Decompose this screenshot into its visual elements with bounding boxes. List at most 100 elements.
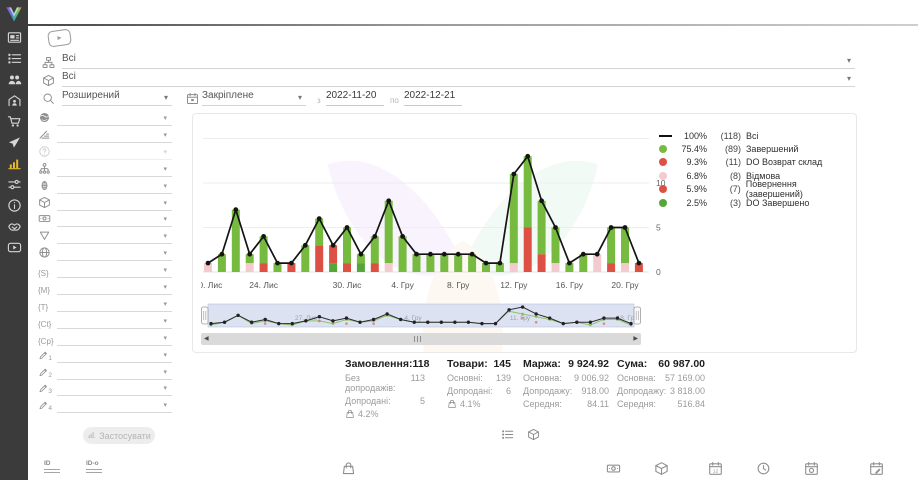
bar-segment[interactable]	[204, 263, 212, 272]
bar-segment[interactable]	[231, 209, 240, 272]
line-point[interactable]	[580, 251, 586, 257]
sidebar-item-sales[interactable]	[7, 114, 22, 129]
utm-campaign-filter-select[interactable]: ▾	[57, 331, 172, 346]
line-point[interactable]	[386, 198, 392, 204]
line-point[interactable]	[636, 260, 642, 266]
sidebar-item-team[interactable]	[7, 93, 22, 108]
legend-item[interactable]: 75.4% (89) Завершений	[659, 142, 856, 155]
external-id-column-icon[interactable]: ID-o	[86, 460, 102, 477]
bar-segment[interactable]	[509, 174, 518, 264]
line-point[interactable]	[358, 251, 364, 257]
bar-segment[interactable]	[301, 245, 310, 272]
sidebar-item-marketing[interactable]	[7, 135, 22, 150]
legend-item[interactable]: 100% (118) Всі	[659, 129, 856, 142]
line-point[interactable]	[261, 234, 266, 239]
line-point[interactable]	[205, 260, 211, 266]
legend-item[interactable]: 6.8% (8) Відмова	[659, 169, 856, 182]
line-point[interactable]	[428, 251, 433, 257]
bar-segment[interactable]	[315, 245, 324, 272]
structure-filter-select[interactable]: ▾	[57, 162, 172, 177]
legend-item[interactable]: 5.9% (7) Повернення (завершений)	[659, 179, 856, 199]
line-point[interactable]	[622, 225, 628, 230]
manager-filter-select[interactable]: ▾	[57, 179, 172, 194]
period-mode-select[interactable]: Закріплене ▾	[202, 90, 306, 106]
source-filter-select[interactable]: Всі ▾	[62, 53, 855, 69]
product-filter-select[interactable]: ▾	[57, 196, 172, 211]
bar-segment[interactable]	[607, 263, 616, 272]
product-filter-select[interactable]: Всі ▾	[62, 71, 855, 87]
line-point[interactable]	[608, 225, 614, 230]
sidebar-item-video-lessons[interactable]	[7, 240, 22, 255]
sidebar-item-dashboard[interactable]	[7, 30, 22, 45]
web-source-filter-select[interactable]: ▾	[57, 246, 172, 262]
bar-segment[interactable]	[537, 254, 546, 272]
custom-field-4-filter-select[interactable]: ▾	[57, 398, 172, 414]
bar-segment[interactable]	[343, 263, 351, 272]
bar-segment[interactable]	[315, 218, 324, 246]
funnel-stage-filter-select[interactable]: ▾	[57, 128, 172, 143]
navigator-left-handle[interactable]	[201, 306, 209, 325]
bar-segment[interactable]	[454, 254, 463, 272]
line-point[interactable]	[511, 171, 517, 177]
line-point[interactable]	[594, 251, 600, 257]
date-from-input[interactable]: 2022-11-20	[326, 90, 384, 106]
apply-filters-button[interactable]: Застосувати	[83, 427, 155, 444]
line-point[interactable]	[455, 251, 461, 257]
bar-segment[interactable]	[634, 263, 643, 272]
bar-segment[interactable]	[329, 263, 338, 272]
bar-segment[interactable]	[356, 263, 365, 272]
line-point[interactable]	[330, 242, 336, 248]
custom-field-3-filter-select[interactable]: ▾	[57, 381, 172, 397]
bar-segment[interactable]	[565, 263, 574, 272]
bar-segment[interactable]	[398, 236, 407, 272]
bar-segment[interactable]	[495, 263, 504, 272]
scrollbar-grip[interactable]	[414, 336, 421, 342]
products-column-icon[interactable]	[341, 461, 357, 477]
line-point[interactable]	[497, 260, 503, 266]
bar-segment[interactable]	[440, 254, 449, 272]
line-point[interactable]	[219, 251, 225, 257]
line-point[interactable]	[302, 242, 308, 248]
line-point[interactable]	[233, 207, 239, 213]
scroll-right-arrow[interactable]: ▶	[633, 336, 638, 342]
bar-segment[interactable]	[370, 263, 379, 272]
brand-logo[interactable]	[4, 4, 24, 24]
navigator-right-handle[interactable]	[633, 306, 641, 325]
bar-segment[interactable]	[259, 263, 268, 272]
bar-segment[interactable]	[217, 254, 226, 272]
bar-segment[interactable]	[593, 254, 602, 272]
sidebar-item-partners[interactable]	[7, 219, 22, 234]
bar-segment[interactable]	[537, 200, 546, 255]
line-point[interactable]	[414, 251, 419, 257]
sidebar-item-settings[interactable]	[7, 177, 22, 192]
bar-segment[interactable]	[343, 227, 351, 264]
line-point[interactable]	[525, 153, 531, 159]
bar-segment[interactable]	[523, 156, 532, 228]
line-point[interactable]	[553, 225, 558, 230]
line-point[interactable]	[400, 234, 405, 239]
items-column-icon[interactable]	[654, 461, 670, 477]
custom-field-1-filter-select[interactable]: ▾	[57, 348, 172, 363]
line-point[interactable]	[275, 260, 280, 266]
sidebar-item-orders[interactable]	[7, 51, 22, 66]
line-point[interactable]	[539, 198, 544, 204]
bar-segment[interactable]	[523, 227, 532, 273]
line-point[interactable]	[247, 251, 253, 257]
bar-segment[interactable]	[509, 263, 518, 272]
funnel-filter-select[interactable]: ▾	[57, 229, 172, 245]
list-view-toggle[interactable]	[501, 428, 514, 441]
line-point[interactable]	[289, 260, 294, 266]
line-point[interactable]	[316, 216, 322, 221]
payment-filter-select[interactable]: ▾	[57, 212, 172, 228]
bar-segment[interactable]	[412, 254, 421, 272]
video-tutorial-button[interactable]: ▸	[46, 28, 73, 48]
legend-item[interactable]: 9.3% (11) DO Возврат склад	[659, 156, 856, 169]
unknown-filter-select[interactable]: ▾	[57, 145, 172, 160]
line-point[interactable]	[441, 251, 447, 257]
legend-item[interactable]: 2.5% (3) DO Завершено	[659, 196, 856, 209]
bar-segment[interactable]	[273, 263, 282, 272]
utm-term-filter-select[interactable]: ▾	[57, 297, 172, 312]
bar-segment[interactable]	[482, 263, 490, 272]
utm-medium-filter-select[interactable]: ▾	[57, 280, 172, 295]
date-updated-column-icon[interactable]	[869, 461, 885, 477]
